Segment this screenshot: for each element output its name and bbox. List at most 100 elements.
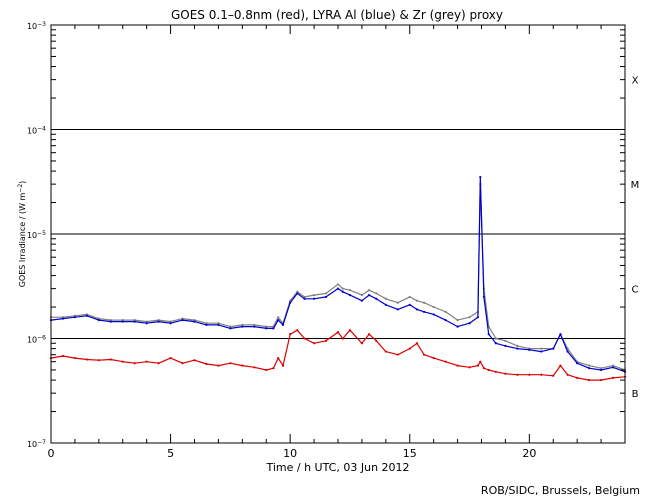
series-2-point (193, 359, 196, 362)
series-1-point (272, 327, 275, 330)
series-2-point (61, 354, 65, 358)
series-1-point (181, 318, 184, 322)
series-2-point (599, 378, 603, 382)
series-1-point (396, 308, 399, 311)
series-1-point (476, 316, 480, 319)
y-tick-label: 10−5 (27, 230, 46, 241)
series-2-point (540, 373, 543, 376)
series-1-point (157, 320, 160, 323)
series-2-point (229, 362, 232, 365)
series-2-point (133, 362, 136, 365)
flare-class-label: B (632, 389, 639, 400)
series-1-point (566, 350, 569, 353)
series-1-point (432, 313, 435, 316)
series-1-point (540, 350, 543, 353)
series-1-point (576, 362, 579, 365)
series-2-point (552, 374, 555, 377)
series-2-point (576, 376, 579, 379)
series-2-point (566, 373, 569, 376)
series-2-point (181, 362, 184, 365)
y-axis-label-tail: ) (18, 181, 27, 184)
series-1-point (145, 322, 148, 325)
y-axis-label-exp: −2 (17, 184, 24, 193)
series-1-point (296, 292, 299, 295)
series-0-point (217, 322, 220, 325)
series-0-point (145, 320, 148, 323)
series-1-point (599, 368, 603, 372)
series-2-point (408, 347, 411, 350)
series-2-point (396, 353, 399, 356)
y-tick-label: 10−3 (27, 21, 46, 32)
flare-class-labels: X M C B (631, 76, 640, 401)
series-1-point (384, 303, 387, 306)
series-1-point (109, 320, 112, 323)
axis-ticks (50, 25, 626, 444)
series-1-point (229, 327, 232, 330)
series-2-point (487, 368, 490, 372)
series-1-point (312, 297, 316, 300)
series-0-point (599, 367, 603, 370)
series-0-point (468, 316, 471, 319)
series-1-point (482, 295, 485, 299)
series-0-point (121, 318, 124, 322)
series-2-point (289, 333, 292, 336)
flare-class-threshold-lines (51, 129, 625, 339)
series-1-point (516, 347, 519, 350)
series-1-point (133, 320, 136, 323)
series-1-point (494, 342, 497, 345)
series-1-point (588, 367, 591, 370)
series-2-point (253, 366, 256, 369)
series-0-point (205, 322, 208, 325)
series-2-point (432, 356, 435, 360)
series-2-point (384, 350, 387, 353)
series-0-point (375, 292, 378, 295)
series-0-point (341, 287, 344, 290)
series-1-point (528, 348, 531, 351)
series-2-point (444, 360, 447, 363)
x-tick-labels: 0 5 10 15 20 (48, 447, 537, 460)
flare-class-label: M (631, 180, 640, 191)
series-0-point (229, 325, 232, 328)
series-2-point (324, 339, 328, 342)
series-1-point (375, 297, 378, 300)
series-0-point (303, 295, 306, 299)
series-0-point (516, 344, 519, 347)
series-2-point (415, 342, 419, 345)
series-1-point (205, 323, 208, 326)
series-2-point (456, 364, 459, 367)
series-2-point (559, 364, 562, 367)
series-2-point (241, 364, 244, 367)
series-1-point (324, 295, 328, 299)
flare-class-label: C (632, 285, 639, 296)
series-1-point (552, 347, 555, 350)
series-2-point (482, 367, 485, 370)
series-1-point (253, 325, 256, 328)
series-1-point (456, 325, 459, 328)
series-2-point (296, 329, 299, 332)
series-1-point (289, 301, 292, 304)
series-0-point (324, 292, 328, 295)
series-1-point (415, 308, 419, 311)
series-1-point (241, 325, 244, 328)
x-tick-label: 0 (48, 447, 55, 460)
series-line-1 (50, 176, 626, 373)
series-2-point (360, 342, 364, 345)
x-tick-label: 15 (403, 447, 417, 460)
series-1-point (303, 297, 306, 300)
series-2-point (217, 364, 220, 367)
series-1-point (611, 366, 615, 369)
series-1-point (559, 333, 562, 336)
series-2-point (73, 356, 77, 360)
series-1-point (336, 287, 340, 290)
series-2-point (341, 337, 344, 340)
series-0-point (157, 318, 160, 322)
series-0-point (277, 316, 280, 319)
series-0-point (494, 337, 497, 340)
series-2-point (312, 342, 316, 345)
series-0-point (348, 289, 352, 292)
y-tick-labels: 10−7 10−6 10−5 10−4 10−3 (27, 21, 46, 450)
chart-title: GOES 0.1–0.8nm (red), LYRA Al (blue) & Z… (171, 8, 503, 22)
series-line-0 (51, 183, 626, 371)
series-0-point (336, 283, 340, 286)
series-2-point (205, 362, 208, 366)
